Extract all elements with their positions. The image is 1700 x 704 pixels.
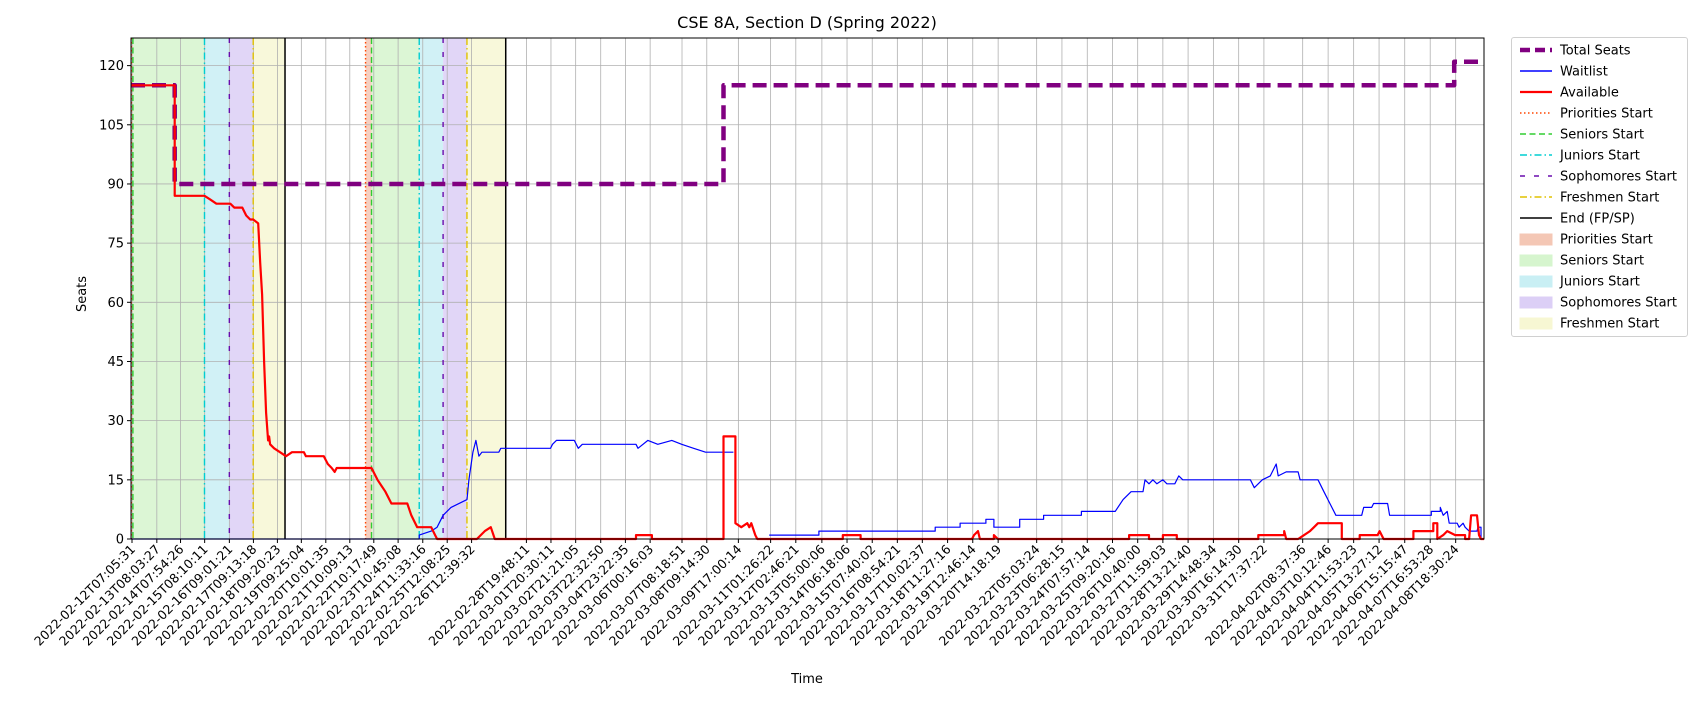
- plot-frame: [130, 37, 1485, 540]
- series-total-seats: [131, 59, 1484, 187]
- legend-entry: Sophomores Start: [1519, 296, 1677, 311]
- legend-label: Available: [1560, 86, 1619, 101]
- legend-entry: Freshmen Start: [1519, 317, 1659, 332]
- region-seniors-start: [132, 38, 205, 539]
- series-available: [131, 84, 1484, 541]
- region-juniors-start: [419, 38, 444, 539]
- legend-label: Waitlist: [1560, 65, 1608, 80]
- legend-svg: Total Seats Waitlist Available Priorities S…: [1519, 44, 1677, 332]
- legend-entry: Waitlist: [1520, 65, 1608, 80]
- legend-swatch-patch: [1519, 317, 1553, 330]
- legend-label: Seniors Start: [1560, 254, 1644, 269]
- legend-label: Freshmen Start: [1560, 191, 1659, 206]
- legend-entry: Available: [1520, 86, 1619, 101]
- legend-swatch-patch: [1519, 296, 1553, 309]
- legend-swatch-patch: [1519, 275, 1553, 288]
- legend-entry: Seniors Start: [1520, 128, 1644, 143]
- region-juniors-start: [204, 38, 230, 539]
- y-tick-label: 60: [107, 296, 124, 311]
- legend-entry: Seniors Start: [1519, 254, 1644, 269]
- legend-label: Juniors Start: [1559, 149, 1640, 164]
- plot-area: [130, 38, 1484, 541]
- legend-entry: Priorities Start: [1520, 107, 1653, 122]
- legend-label: Freshmen Start: [1560, 317, 1659, 332]
- legend-entry: Total Seats: [1520, 44, 1631, 59]
- y-tick-label: 15: [107, 473, 124, 488]
- y-axis-label: Seats: [75, 276, 90, 312]
- legend-entry: Freshmen Start: [1520, 191, 1659, 206]
- y-tick-label: 75: [107, 237, 124, 252]
- legend-entry: Juniors Start: [1519, 275, 1640, 290]
- legend: Total Seats Waitlist Available Priorities S…: [1511, 37, 1688, 337]
- region-priorities-start: [365, 38, 372, 539]
- y-tick-label: 120: [99, 59, 124, 74]
- legend-label: Seniors Start: [1560, 128, 1644, 143]
- grid: [131, 38, 1484, 540]
- legend-label: Priorities Start: [1560, 233, 1653, 248]
- legend-entry: Juniors Start: [1520, 149, 1640, 164]
- region-freshmen-start: [466, 38, 506, 539]
- legend-label: Sophomores Start: [1560, 296, 1677, 311]
- region-seniors-start: [371, 38, 420, 539]
- legend-label: Juniors Start: [1559, 275, 1640, 290]
- chart-title: CSE 8A, Section D (Spring 2022): [677, 13, 937, 32]
- plot-background: [131, 38, 1484, 539]
- legend-label: End (FP/SP): [1560, 212, 1635, 227]
- legend-swatch-patch: [1519, 254, 1553, 267]
- y-tick-label: 30: [107, 414, 124, 429]
- y-tick-label: 45: [107, 355, 124, 370]
- legend-label: Priorities Start: [1560, 107, 1653, 122]
- legend-swatch-patch: [1519, 233, 1553, 246]
- y-tick-label: 0: [116, 533, 124, 548]
- legend-entry: Sophomores Start: [1520, 170, 1677, 185]
- region-sophomores-start: [443, 38, 467, 539]
- y-tick-label: 90: [107, 177, 124, 192]
- legend-label: Total Seats: [1559, 44, 1631, 59]
- legend-label: Sophomores Start: [1560, 170, 1677, 185]
- region-sophomores-start: [229, 38, 254, 539]
- y-tick-label: 105: [99, 118, 124, 133]
- region-freshmen-start: [253, 38, 286, 539]
- legend-entry: End (FP/SP): [1520, 212, 1635, 227]
- x-axis-label: Time: [790, 672, 823, 687]
- legend-entry: Priorities Start: [1519, 233, 1653, 248]
- series-waitlist: [131, 439, 1484, 540]
